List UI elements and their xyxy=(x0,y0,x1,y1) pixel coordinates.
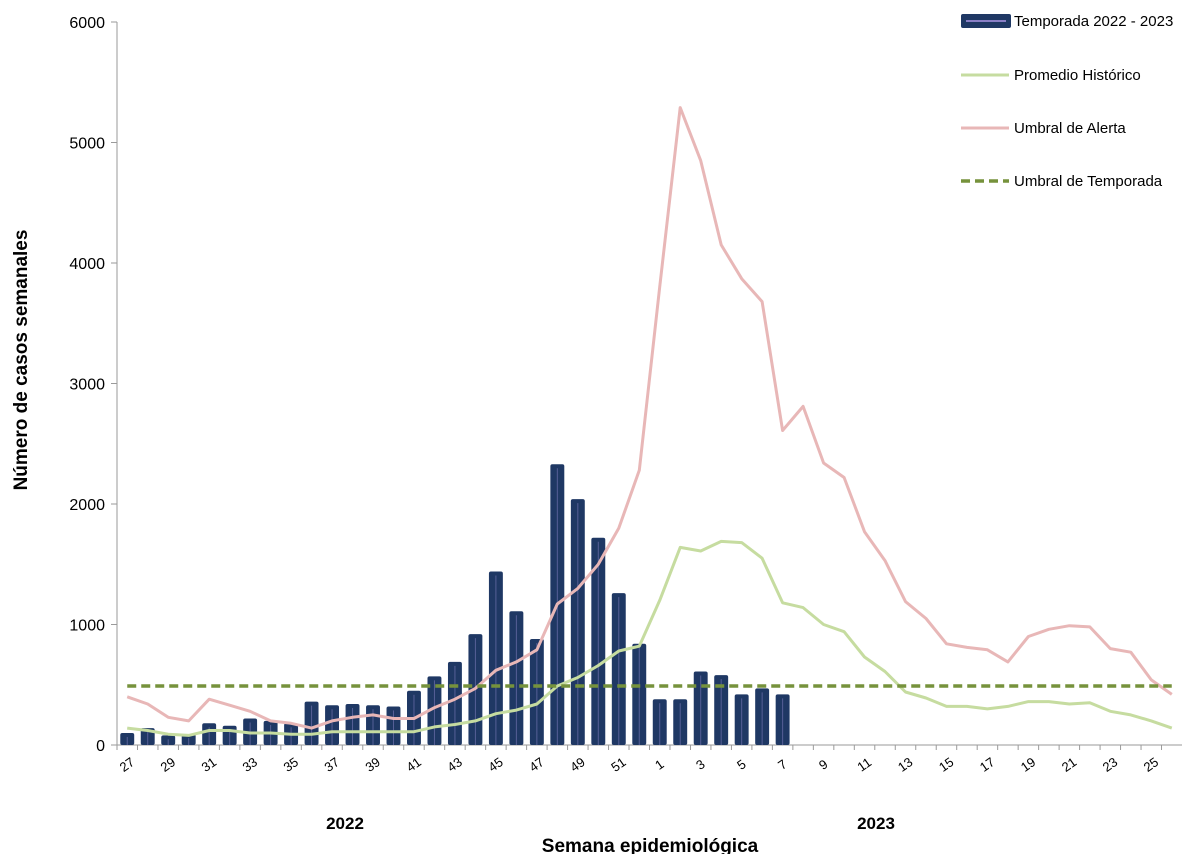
x-tick-label: 35 xyxy=(281,754,301,775)
x-tick-label: 15 xyxy=(936,754,956,775)
y-tick-label: 6000 xyxy=(69,15,105,32)
x-tick-label: 11 xyxy=(854,755,874,775)
x-tick-label: 43 xyxy=(444,754,464,775)
y-tick-label: 0 xyxy=(96,738,105,755)
line-series xyxy=(126,106,1173,737)
year-label-2022: 2022 xyxy=(326,814,364,833)
x-tick-label: 13 xyxy=(895,754,915,775)
y-axis-title: Número de casos semanales xyxy=(11,230,32,491)
x-tick-label: 9 xyxy=(816,756,831,772)
x-tick-label: 41 xyxy=(403,754,423,775)
x-axis-title: Semana epidemiológica xyxy=(542,836,759,854)
x-tick-label: 51 xyxy=(608,754,628,775)
year-label-2023: 2023 xyxy=(857,814,895,833)
promedio-historico-line xyxy=(127,539,1173,737)
y-tick-label: 1000 xyxy=(69,618,105,635)
x-ticks: 27 29 31 33 35 37 39 41 43 45 47 49 51 1 3 5 7 9 11 13 15 17 1… xyxy=(116,745,1163,775)
y-tick-label: 3000 xyxy=(69,377,105,394)
x-tick-label: 27 xyxy=(117,754,137,775)
x-tick-label: 39 xyxy=(362,754,382,775)
x-tick-label: 45 xyxy=(485,754,505,775)
y-tick-label: 5000 xyxy=(69,136,105,153)
legend-label-alerta: Umbral de Alerta xyxy=(1014,120,1126,137)
x-tick-label: 29 xyxy=(158,754,178,775)
legend-label-temporada: Temporada 2022 - 2023 xyxy=(1014,13,1173,30)
legend-label-umbral-temporada: Umbral de Temporada xyxy=(1014,173,1163,190)
x-tick-label: 49 xyxy=(567,754,587,775)
y-tick-label: 2000 xyxy=(69,497,105,514)
x-tick-label: 5 xyxy=(734,756,749,772)
y-tick-label: 4000 xyxy=(69,256,105,273)
x-tick-label: 21 xyxy=(1059,754,1079,775)
x-tick-label: 23 xyxy=(1100,754,1120,775)
x-tick-label: 31 xyxy=(199,754,219,775)
x-tick-label: 33 xyxy=(240,754,260,775)
umbral-alerta-line xyxy=(126,106,1173,730)
x-tick-label: 25 xyxy=(1141,754,1161,775)
x-tick-label: 19 xyxy=(1018,754,1038,775)
x-tick-label: 17 xyxy=(977,754,997,775)
legend: Temporada 2022 - 2023 Promedio Histórico… xyxy=(961,13,1173,190)
x-tick-label: 7 xyxy=(775,756,790,772)
y-ticks: 0 1000 2000 3000 4000 5000 6000 xyxy=(69,15,117,755)
legend-label-promedio: Promedio Histórico xyxy=(1014,67,1141,84)
x-tick-label: 47 xyxy=(526,754,546,775)
x-tick-label: 3 xyxy=(693,756,708,772)
x-tick-label: 1 xyxy=(652,756,667,772)
x-tick-label: 37 xyxy=(322,754,342,775)
